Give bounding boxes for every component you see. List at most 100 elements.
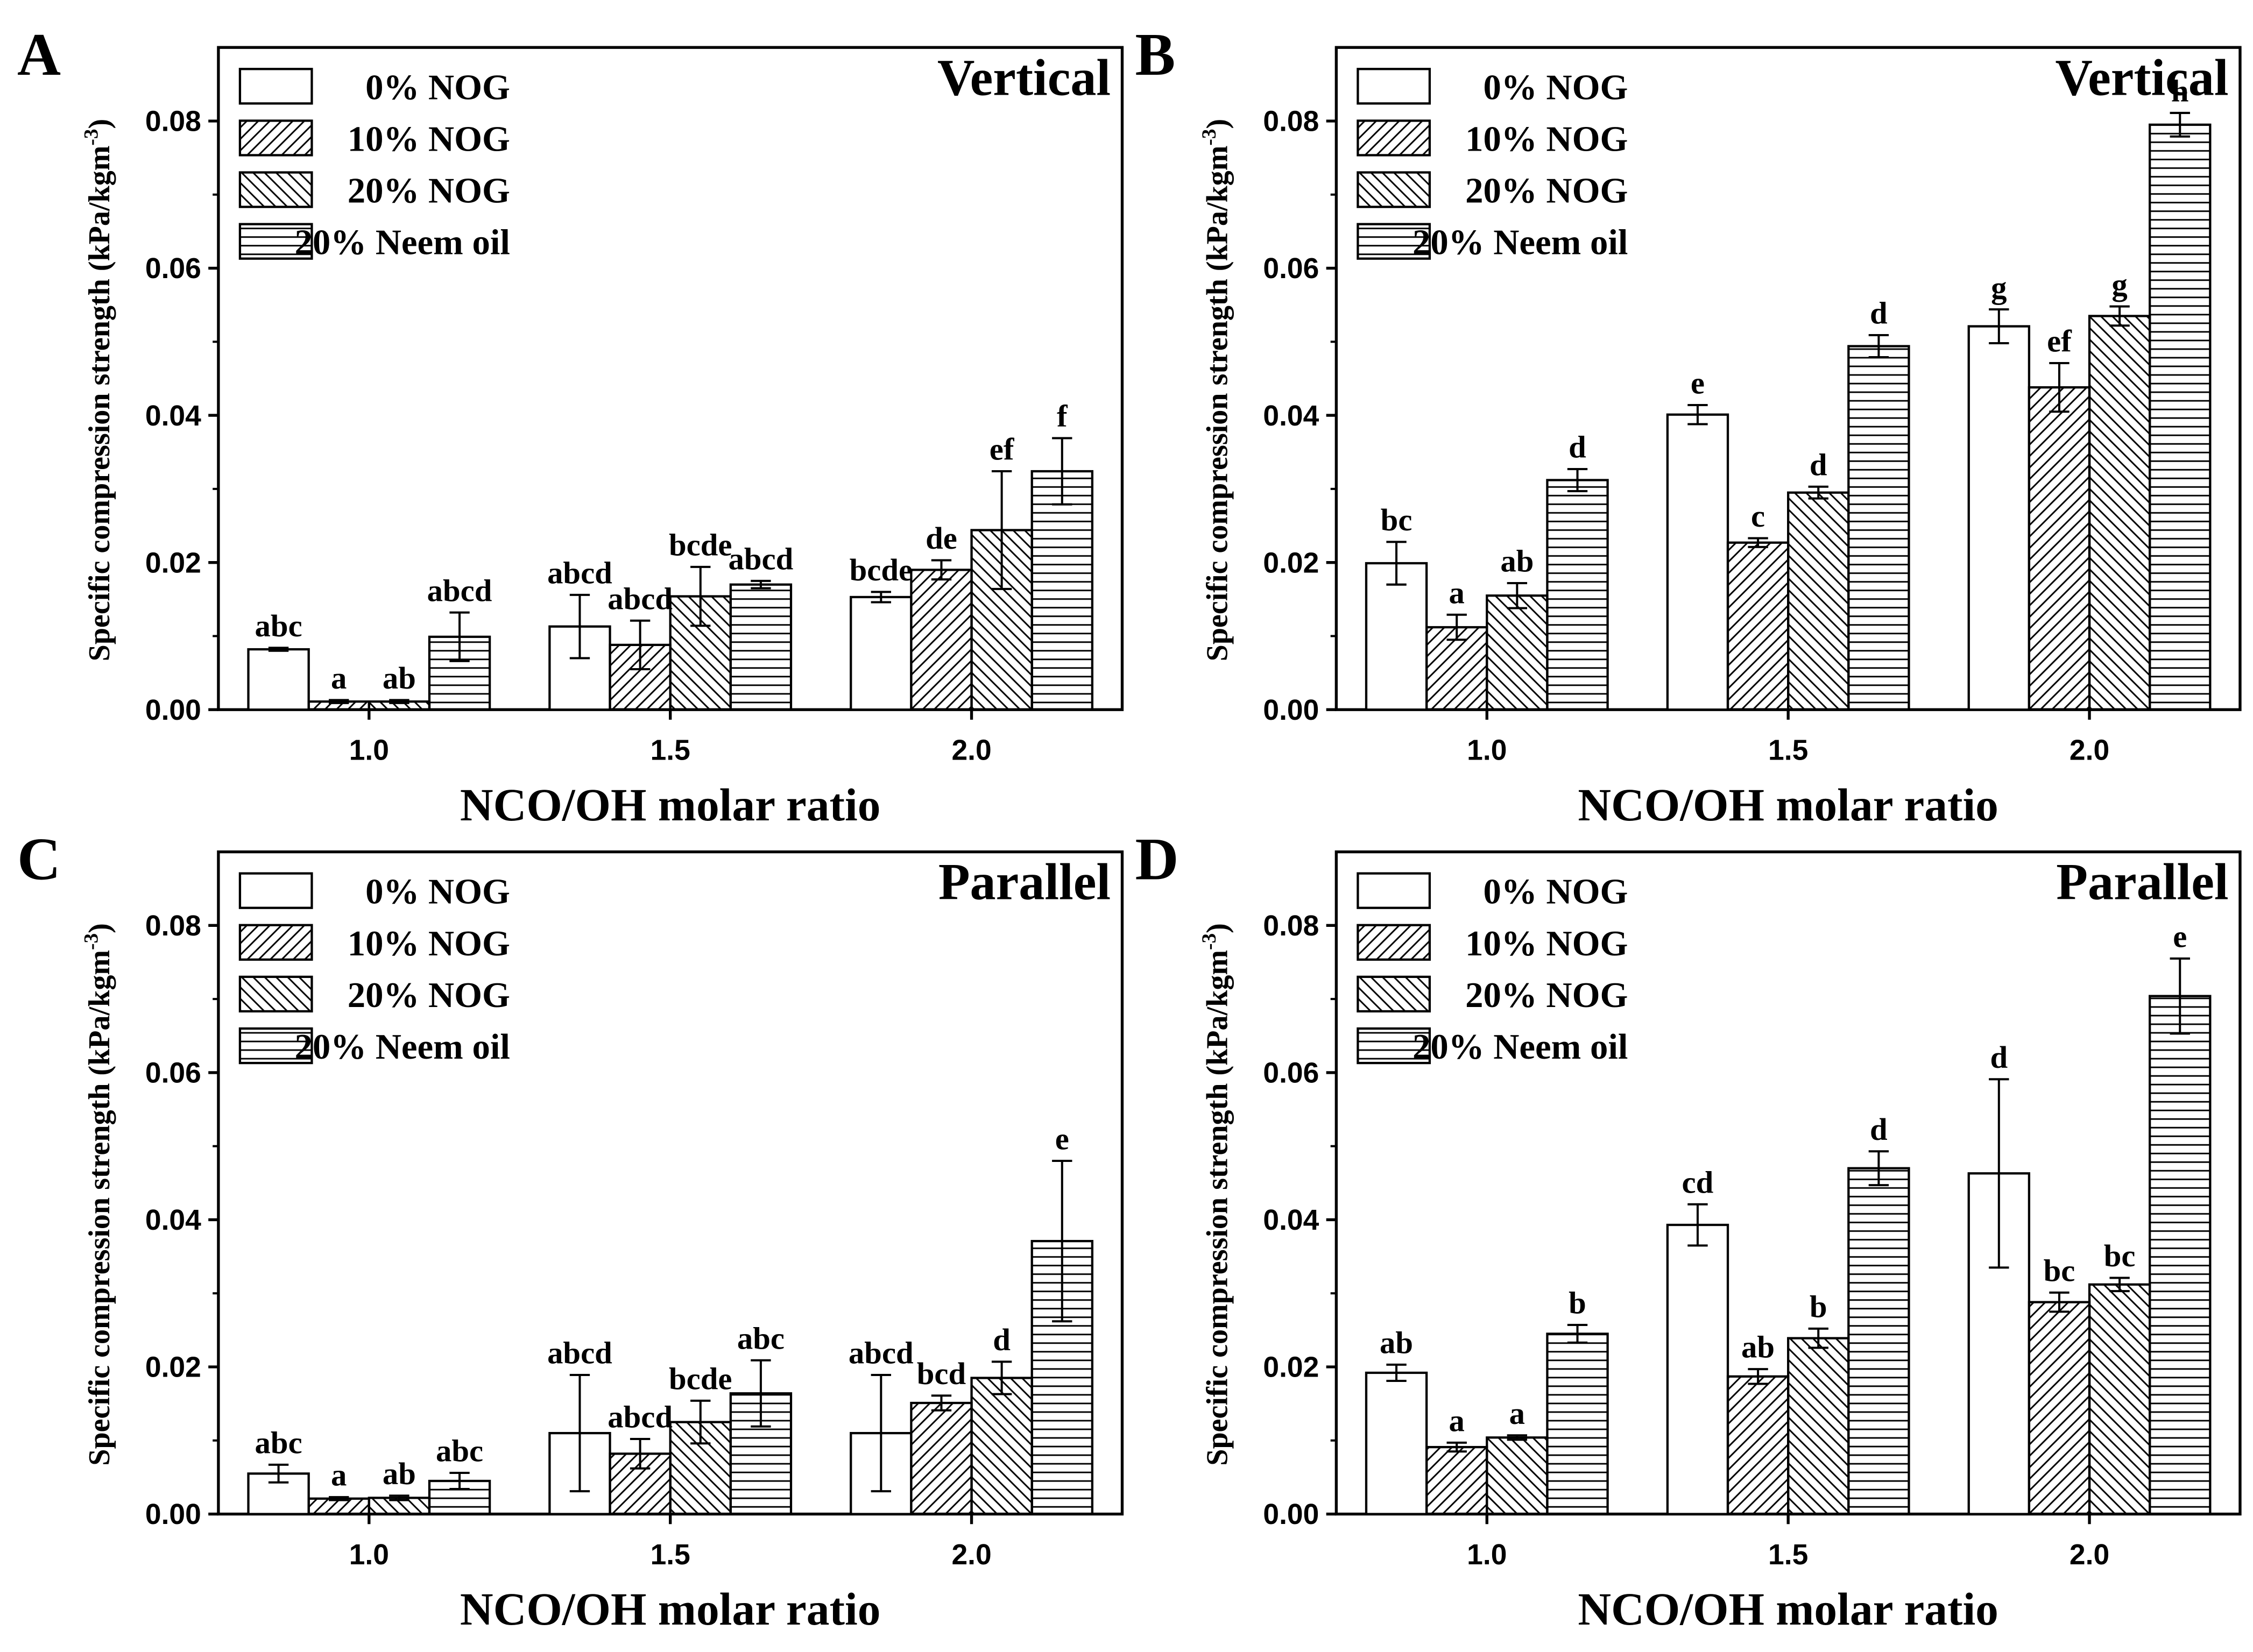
legend-label: 20% Neem oil: [1412, 1027, 1628, 1067]
significance-label: ab: [1741, 1330, 1775, 1365]
legend-swatch-hlines: [238, 1027, 313, 1065]
panel-a: 0.00 0.02 0.04 0.06 0.08 Specific compression…: [17, 22, 1124, 831]
bar: [1847, 1167, 1910, 1515]
legend-swatch-fdiag: [1357, 119, 1431, 157]
legend-label: 10% NOG: [1465, 924, 1628, 963]
x-tick-label: 1.0: [1467, 735, 1507, 767]
significance-label: bc: [2044, 1253, 2075, 1288]
bar: [1726, 1375, 1790, 1515]
y-tick-label: 0.00: [145, 1499, 201, 1530]
significance-label: abcd: [729, 541, 794, 576]
legend-label: 0% NOG: [1484, 68, 1628, 107]
x-tick-label: 1.0: [349, 1539, 389, 1571]
significance-label: a: [1449, 575, 1465, 610]
legend-swatch-empty: [238, 872, 313, 909]
significance-label: d: [993, 1322, 1011, 1357]
x-tick-label: 1.5: [651, 735, 690, 767]
legend-swatch-bdiag: [238, 975, 313, 1013]
significance-label: ab: [1380, 1325, 1413, 1360]
y-tick-label: 0.08: [145, 910, 201, 942]
significance-label: a: [331, 661, 347, 696]
bar: [428, 635, 491, 711]
y-tick-label: 0.00: [1263, 1499, 1319, 1530]
significance-label: bcd: [917, 1356, 966, 1391]
panel-letter: C: [17, 826, 61, 892]
y-axis-title: Specific compression strength (kPa/kgm-3…: [81, 119, 116, 662]
x-tick-label: 2.0: [951, 735, 991, 767]
significance-label: g: [1991, 270, 2007, 305]
bar: [1030, 470, 1093, 711]
legend-label: 20% NOG: [1465, 172, 1628, 211]
significance-label: a: [1449, 1403, 1465, 1438]
x-axis-title: NCO/OH molar ratio: [1578, 1584, 1998, 1635]
bar: [970, 1377, 1033, 1515]
bar: [2088, 315, 2151, 711]
y-axis-title-text: Specific compression strength (kPa/kgm: [1200, 950, 1234, 1466]
panel-c: 0.00 0.02 0.04 0.06 0.08 Specific compression…: [17, 826, 1124, 1635]
panel-title: Parallel: [938, 853, 1111, 911]
significance-label: cd: [1682, 1165, 1714, 1200]
panel-b: 0.00 0.02 0.04 0.06 0.08 Specific compression…: [1135, 22, 2242, 831]
x-tick-label: 1.0: [349, 735, 389, 767]
y-tick-label: 0.06: [145, 1058, 201, 1089]
y-axis-title-exponent: -3: [81, 129, 103, 145]
legend-swatch-fdiag: [1357, 924, 1431, 961]
bar: [1726, 541, 1790, 711]
y-axis-title: Specific compression strength (kPa/kgm-3…: [1198, 923, 1234, 1466]
significance-label: e: [2173, 919, 2187, 954]
y-axis-title-text: Specific compression strength (kPa/kgm: [83, 146, 116, 662]
bar: [850, 595, 913, 711]
significance-label: abcd: [547, 1336, 612, 1371]
legend-swatch-hlines: [1357, 1027, 1431, 1065]
significance-label: abcd: [608, 1400, 673, 1435]
legend-label: 20% Neem oil: [295, 1027, 510, 1067]
bar: [2088, 1283, 2151, 1515]
y-axis-title: Specific compression strength (kPa/kgm-3…: [1198, 119, 1234, 662]
y-tick-label: 0.00: [1263, 694, 1319, 726]
y-axis-title-close: ): [83, 923, 116, 933]
significance-label: d: [1870, 296, 1888, 331]
panel-letter: D: [1135, 826, 1179, 892]
legend-swatch-fdiag: [238, 119, 313, 157]
panel-title: Parallel: [2056, 853, 2228, 911]
significance-label: abcd: [849, 1336, 914, 1371]
legend-swatch-bdiag: [1357, 171, 1431, 208]
legend-swatch-hlines: [238, 223, 313, 260]
significance-label: abc: [255, 608, 302, 643]
y-axis-title-exponent: -3: [1198, 933, 1220, 950]
legend-swatch-empty: [1357, 872, 1431, 909]
significance-label: ab: [1500, 544, 1534, 579]
significance-label: de: [926, 521, 957, 556]
bar: [2028, 386, 2091, 711]
x-tick-label: 1.5: [651, 1539, 690, 1571]
y-tick-label: 0.02: [1263, 547, 1319, 579]
significance-label: e: [1055, 1122, 1069, 1157]
bar: [910, 1401, 973, 1515]
x-tick-label: 2.0: [951, 1539, 991, 1571]
y-tick-label: 0.04: [1263, 1204, 1319, 1236]
x-tick-label: 1.0: [1467, 1539, 1507, 1571]
bar: [1365, 1371, 1428, 1515]
bar: [1666, 413, 1729, 711]
bar: [1847, 345, 1910, 711]
legend-label: 10% NOG: [1465, 119, 1628, 159]
significance-label: d: [1569, 430, 1586, 465]
x-tick-label: 2.0: [2070, 1539, 2109, 1571]
legend-swatch-bdiag: [1357, 975, 1431, 1013]
legend-label: 20% Neem oil: [295, 223, 510, 263]
significance-label: d: [1870, 1112, 1888, 1147]
legend-label: 0% NOG: [1484, 873, 1628, 912]
y-tick-label: 0.04: [145, 1204, 201, 1236]
significance-label: abc: [737, 1321, 785, 1356]
significance-label: d: [1990, 1040, 2008, 1075]
significance-label: h: [2171, 74, 2189, 109]
panel-letter: A: [17, 22, 61, 88]
significance-label: bc: [1381, 502, 1412, 537]
significance-label: abc: [436, 1434, 483, 1469]
legend-swatch-bdiag: [238, 171, 313, 208]
legend-swatch-hlines: [1357, 223, 1431, 260]
significance-label: bcde: [850, 552, 913, 587]
x-tick-label: 1.5: [1768, 735, 1808, 767]
bar: [1486, 1436, 1549, 1515]
significance-label: bcde: [669, 1362, 732, 1396]
